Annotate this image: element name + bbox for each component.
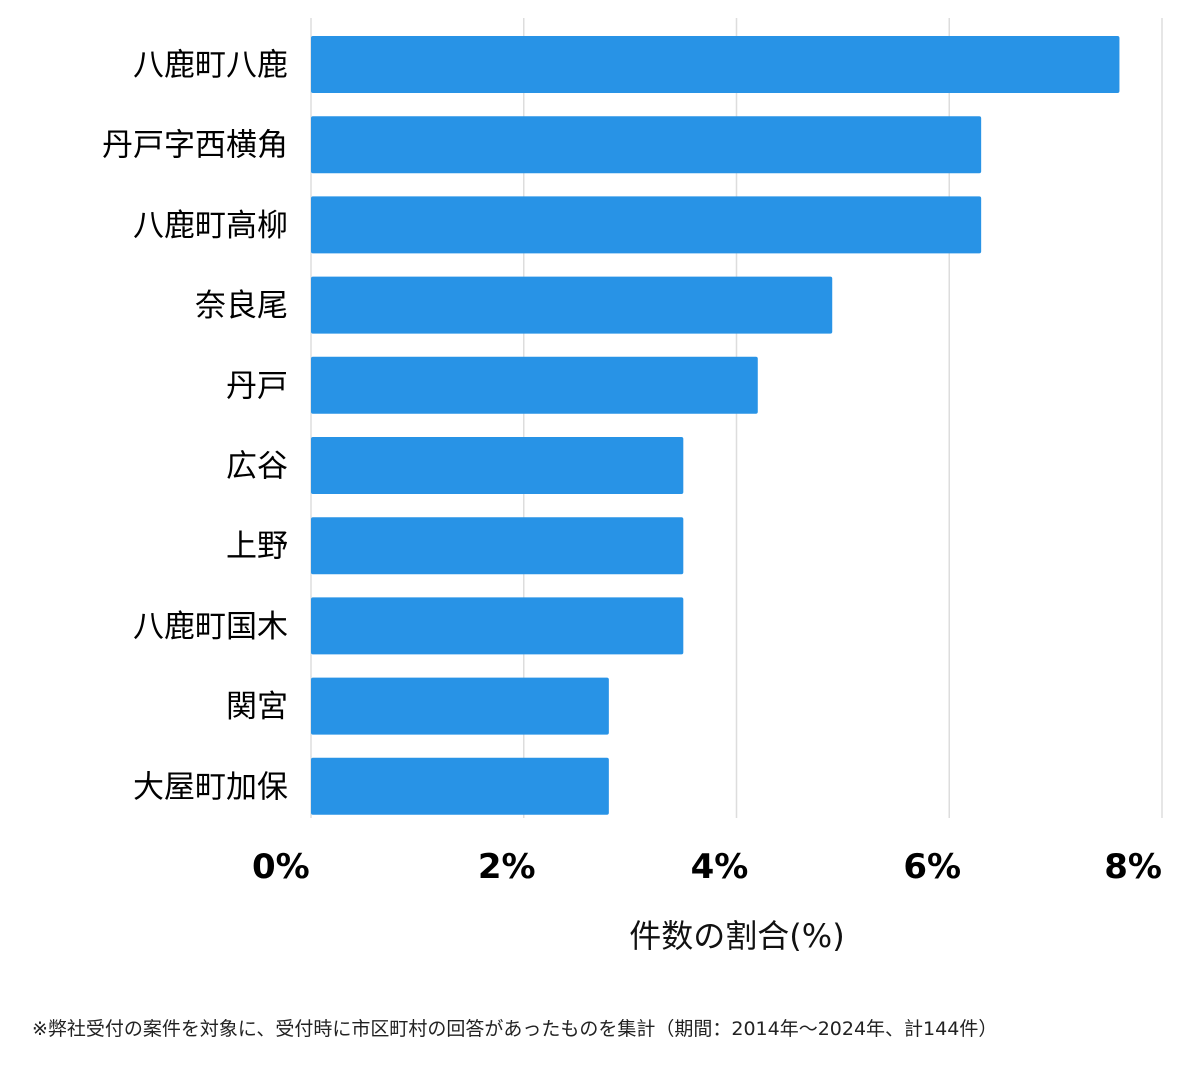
x-tick-label: 0% <box>252 847 310 887</box>
footnote: ※弊社受付の案件を対象に、受付時に市区町村の回答があったものを集計（期間：201… <box>32 1018 998 1040</box>
category-label: 丹戸 <box>226 368 288 404</box>
bar <box>311 196 982 254</box>
bar <box>311 276 833 334</box>
x-tick-label: 8% <box>1104 847 1162 887</box>
bar <box>311 356 758 414</box>
x-tick-label: 2% <box>478 847 536 887</box>
x-tick-label: 4% <box>691 847 749 887</box>
bar <box>311 437 684 494</box>
bar <box>311 36 1120 93</box>
category-label: 奈良尾 <box>195 288 288 324</box>
category-label: 八鹿町八鹿 <box>133 48 288 84</box>
bar <box>311 597 684 655</box>
x-tick-label: 6% <box>903 847 961 887</box>
category-label: 八鹿町国木 <box>133 609 288 645</box>
bar <box>311 116 982 174</box>
category-label: 大屋町加保 <box>133 769 288 805</box>
x-tick-labels: 0% 2% 4% 6% 8% <box>252 847 1162 887</box>
bar <box>311 757 609 815</box>
category-label: 八鹿町高柳 <box>133 208 288 244</box>
category-label: 広谷 <box>226 449 288 485</box>
bars <box>311 36 1120 815</box>
bar <box>311 677 609 735</box>
category-label: 上野 <box>226 529 288 565</box>
x-axis-title: 件数の割合(%) <box>629 917 844 955</box>
category-label: 関宮 <box>226 689 288 725</box>
bar <box>311 517 684 575</box>
category-label: 丹戸字西横角 <box>102 128 288 164</box>
